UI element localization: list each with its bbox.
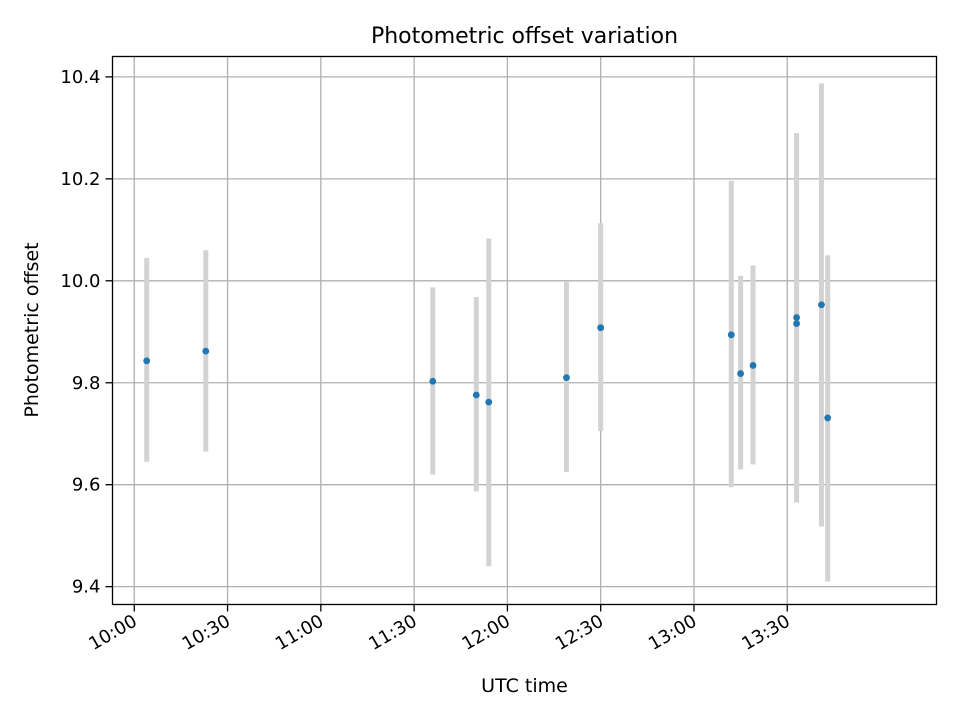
y-tick-label: 10.0 — [60, 271, 100, 292]
data-point — [472, 391, 480, 399]
x-axis-label: UTC time — [481, 675, 568, 697]
data-point — [485, 398, 493, 406]
y-axis-ticks: 9.4 9.6 9.8 10.0 10.2 10.4 — [60, 67, 113, 598]
data-point — [563, 374, 570, 382]
data-point — [793, 320, 800, 328]
y-axis-label: Photometric offset — [21, 242, 43, 417]
data-point — [824, 414, 832, 422]
plot-frame — [111, 55, 938, 606]
grid — [112, 56, 937, 605]
data-point — [727, 331, 735, 339]
data-point — [429, 377, 437, 385]
data-point — [143, 357, 151, 365]
data-point — [202, 347, 210, 355]
data-point — [737, 370, 745, 377]
y-tick-label: 9.8 — [72, 373, 101, 394]
data-points — [143, 301, 832, 422]
data-point — [597, 324, 605, 332]
data-point — [818, 301, 825, 309]
data-point — [749, 362, 757, 369]
y-tick-label: 9.6 — [72, 475, 101, 496]
y-tick-label: 9.4 — [72, 577, 101, 598]
chart-title: Photometric offset variation — [371, 24, 678, 49]
y-tick-label: 10.2 — [60, 169, 100, 190]
data-point — [793, 314, 800, 321]
y-tick-label: 10.4 — [60, 67, 100, 88]
